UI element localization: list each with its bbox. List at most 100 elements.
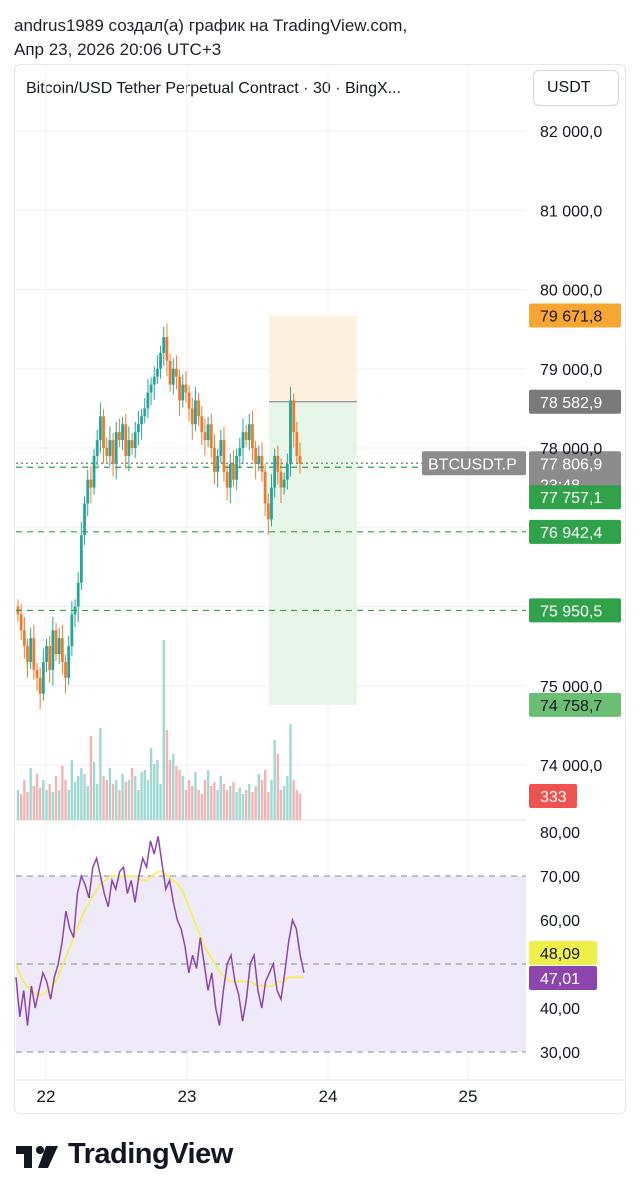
volume-bar [73,782,77,820]
volume-bar [235,792,238,820]
volume-bar [111,784,115,820]
candle-body [219,440,223,456]
chart-date-line: Апр 23, 2026 20:06 UTC+3 [14,40,222,59]
volume-bar [121,774,124,820]
candle-body [48,646,52,670]
volume-bar [118,790,121,820]
volume-bar [42,780,45,820]
candle-body [124,424,128,456]
entry-price-label-bg [529,389,621,414]
candle-body [171,368,175,385]
volume-bar [108,768,112,820]
candle-body [254,448,258,464]
candle-body [121,424,124,441]
level1-price-label: 77 757,1 [540,490,602,507]
volume-bar [23,780,26,820]
price-axis-ticks: 82 000,0 81 000,0 80 000,0 79 000,0 78 000,0… [540,124,602,775]
time-axis-ticks: 22 23 24 25 [16,1079,625,1106]
target-zone [269,401,357,705]
rsi-badge-bg [529,966,597,990]
candle-body [187,392,191,409]
candle-body [270,487,273,520]
candle-body [162,337,166,353]
volume-bar [263,770,267,820]
candle-body [213,448,216,472]
candle-body [130,440,134,448]
rsi-tick-label: 30,00 [540,1045,580,1062]
volume-bar [260,780,264,820]
volume-bar [61,766,64,820]
candles [16,323,302,710]
volume-bar [289,724,292,820]
volume-bar [29,768,32,820]
volume-bar [130,768,134,820]
volume-bar [178,770,181,820]
level1-price-label-bg [529,485,621,510]
rsi-ma-line [15,870,304,996]
volume-bar [57,790,61,820]
volume-bar [124,782,127,820]
candle-body [29,638,33,662]
volume-bar [168,760,172,820]
time-tick-label: 25 [459,1087,478,1106]
candle-body [108,440,112,456]
volume-bar [267,792,270,820]
candle-body [54,630,58,655]
currency-button[interactable]: USDT [533,70,619,106]
candle-body [181,384,185,401]
chart-title: Bitcoin/USD Tether Perpetual Contract · … [26,80,401,97]
volume-bar [83,774,86,820]
volume-bar [45,790,48,820]
tradingview-logo-text: TradingView [68,1138,233,1170]
candle-body [32,638,36,670]
price-tick-label: 82 000,0 [540,124,602,141]
candle-body [79,535,83,583]
volume-bar [32,786,36,820]
rsi-tick-label: 80,00 [540,825,580,842]
volume-bar [216,790,219,820]
volume-bar [184,790,188,820]
volume-bar [232,782,235,820]
volume-bar [276,754,280,820]
candle-body [51,630,55,670]
volume-bar [89,736,93,820]
volume-bar [35,774,39,820]
stop-zone [269,315,357,402]
candle-body [26,646,29,662]
candle-body [295,432,299,456]
volume-bar [175,766,178,820]
candle-body [137,424,140,433]
volume-bar [210,786,213,820]
candle-body [38,677,42,694]
volume-bar [146,780,150,820]
candle-body [64,661,67,678]
candle-body [70,614,74,647]
volume-bar [282,786,286,820]
price-tick-label: 75 000,0 [540,679,602,696]
volume-bar [270,780,273,820]
volume-bar [295,790,299,820]
candle-body [152,376,156,385]
candle-body [285,463,289,480]
position-zones [269,315,357,705]
volume-bar [238,788,241,820]
volume-label: 333 [540,789,567,806]
candle-body [92,455,96,488]
candle-body [225,471,229,488]
rsi-line [15,836,305,1026]
candle-body [114,432,118,464]
candle-body [241,432,245,448]
rsi-tick-label: 70,00 [540,869,580,886]
candle-body [86,479,90,504]
volume-bar [197,790,200,820]
volume-bar [115,780,118,820]
volume-bar [54,776,58,820]
time-tick-label: 22 [37,1087,56,1106]
volume-bar [225,790,229,820]
stop-price-label: 79 671,8 [540,309,602,326]
chart-card [14,64,626,1114]
candle-body [232,463,235,480]
volume-bar [137,790,140,820]
candle-body [222,440,226,472]
